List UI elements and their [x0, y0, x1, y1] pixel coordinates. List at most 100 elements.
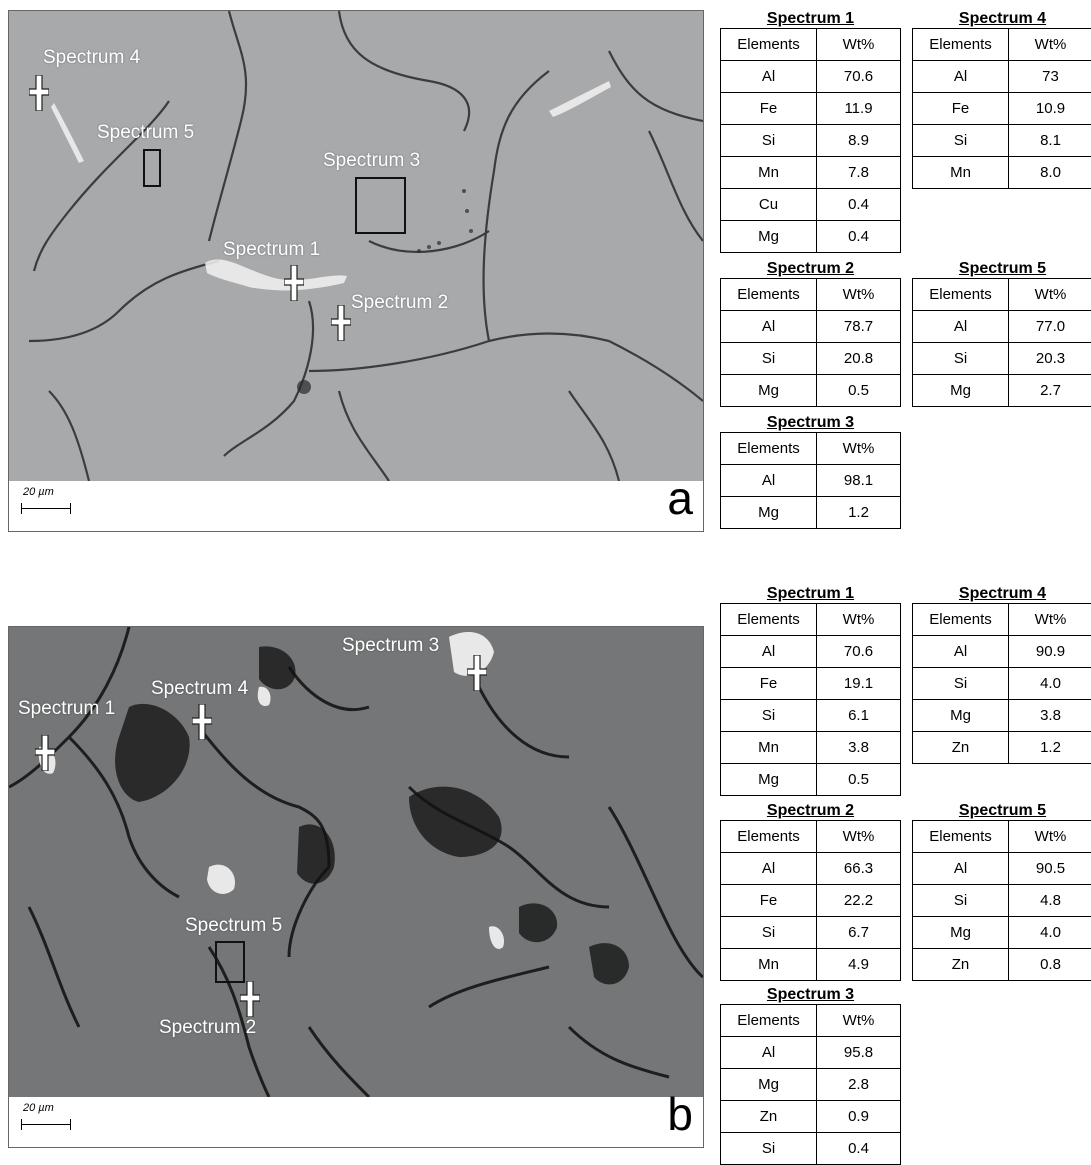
- table-title: Spectrum 1: [720, 585, 901, 603]
- element-cell: Mn: [721, 157, 817, 189]
- value-cell: 20.8: [817, 343, 901, 375]
- element-cell: Mg: [721, 1069, 817, 1101]
- element-cell: Mn: [721, 732, 817, 764]
- scale-bar-label: 20 µm: [23, 486, 54, 498]
- element-cell: Mg: [913, 917, 1009, 949]
- value-cell: 70.6: [817, 61, 901, 93]
- element-cell: Mn: [721, 949, 817, 981]
- value-cell: 1.2: [817, 497, 901, 529]
- value-cell: 1.2: [1009, 732, 1091, 764]
- value-cell: 3.8: [817, 732, 901, 764]
- cross-marker-icon: [284, 265, 304, 301]
- spectrum-label-a5: Spectrum 5: [97, 122, 194, 144]
- value-cell: 10.9: [1009, 93, 1091, 125]
- header-cell: Elements: [721, 279, 817, 311]
- element-cell: Si: [913, 885, 1009, 917]
- table-title: Spectrum 2: [720, 802, 901, 820]
- value-cell: 2.7: [1009, 375, 1091, 407]
- header-cell: Elements: [913, 821, 1009, 853]
- value-cell: 0.5: [817, 764, 901, 796]
- area-marker-a3: [355, 177, 406, 234]
- element-cell: Al: [721, 311, 817, 343]
- header-cell: Wt%: [1009, 29, 1091, 61]
- value-cell: 0.5: [817, 375, 901, 407]
- scale-bar-strip-a: 20 µm a: [8, 481, 704, 532]
- scale-bar-label: 20 µm: [23, 1102, 54, 1114]
- element-cell: Al: [721, 636, 817, 668]
- value-cell: 2.8: [817, 1069, 901, 1101]
- header-cell: Wt%: [817, 279, 901, 311]
- element-cell: Si: [721, 125, 817, 157]
- table-title: Spectrum 3: [720, 414, 901, 432]
- value-cell: 6.1: [817, 700, 901, 732]
- element-cell: Al: [721, 61, 817, 93]
- element-cell: Zn: [721, 1101, 817, 1133]
- table-title: Spectrum 1: [720, 10, 901, 28]
- value-cell: 11.9: [817, 93, 901, 125]
- element-cell: Cu: [721, 189, 817, 221]
- value-cell: 4.0: [1009, 668, 1091, 700]
- panel-letter-b: b: [667, 1091, 693, 1137]
- value-cell: 8.9: [817, 125, 901, 157]
- element-cell: Mg: [913, 375, 1009, 407]
- element-cell: Si: [721, 917, 817, 949]
- value-cell: 19.1: [817, 668, 901, 700]
- value-cell: 90.5: [1009, 853, 1091, 885]
- value-cell: 22.2: [817, 885, 901, 917]
- cross-marker-icon: [192, 704, 212, 740]
- cross-marker-icon: [331, 305, 351, 341]
- area-marker-a5: [143, 149, 161, 187]
- header-cell: Elements: [913, 604, 1009, 636]
- header-cell: Elements: [721, 821, 817, 853]
- element-cell: Si: [913, 343, 1009, 375]
- cross-marker-icon: [29, 75, 49, 111]
- element-cell: Al: [913, 311, 1009, 343]
- value-cell: 20.3: [1009, 343, 1091, 375]
- spectrum-label-a1: Spectrum 1: [223, 239, 320, 261]
- panel-letter-a: a: [667, 475, 693, 521]
- spectrum-label-b2: Spectrum 2: [159, 1017, 256, 1039]
- header-cell: Elements: [913, 29, 1009, 61]
- element-cell: Mg: [721, 221, 817, 253]
- value-cell: 4.9: [817, 949, 901, 981]
- element-cell: Al: [913, 636, 1009, 668]
- header-cell: Wt%: [817, 604, 901, 636]
- value-cell: 8.0: [1009, 157, 1091, 189]
- header-cell: Wt%: [817, 1005, 901, 1037]
- area-marker-b5: [215, 941, 245, 983]
- value-cell: 0.4: [817, 189, 901, 221]
- value-cell: 0.9: [817, 1101, 901, 1133]
- table-title: Spectrum 2: [720, 260, 901, 278]
- header-cell: Wt%: [817, 821, 901, 853]
- element-cell: Al: [721, 853, 817, 885]
- cross-marker-icon: [35, 735, 55, 771]
- element-cell: Si: [721, 700, 817, 732]
- element-cell: Al: [913, 853, 1009, 885]
- spectrum-label-b1: Spectrum 1: [18, 698, 115, 720]
- value-cell: 70.6: [817, 636, 901, 668]
- element-cell: Fe: [721, 668, 817, 700]
- header-cell: Wt%: [817, 29, 901, 61]
- header-cell: Wt%: [1009, 604, 1091, 636]
- value-cell: 6.7: [817, 917, 901, 949]
- header-cell: Elements: [721, 433, 817, 465]
- table-title: Spectrum 4: [912, 585, 1091, 603]
- sem-micrograph-a: Spectrum 4 Spectrum 5 Spectrum 3 Spectru…: [8, 10, 704, 482]
- element-cell: Si: [721, 1133, 817, 1165]
- element-cell: Si: [913, 668, 1009, 700]
- element-cell: Zn: [913, 732, 1009, 764]
- value-cell: 66.3: [817, 853, 901, 885]
- spectrum-label-b5: Spectrum 5: [185, 915, 282, 937]
- element-cell: Mg: [721, 764, 817, 796]
- element-cell: Mg: [721, 497, 817, 529]
- table-title: Spectrum 4: [912, 10, 1091, 28]
- element-cell: Mg: [721, 375, 817, 407]
- value-cell: 4.0: [1009, 917, 1091, 949]
- panel-a: Spectrum 4 Spectrum 5 Spectrum 3 Spectru…: [0, 0, 710, 536]
